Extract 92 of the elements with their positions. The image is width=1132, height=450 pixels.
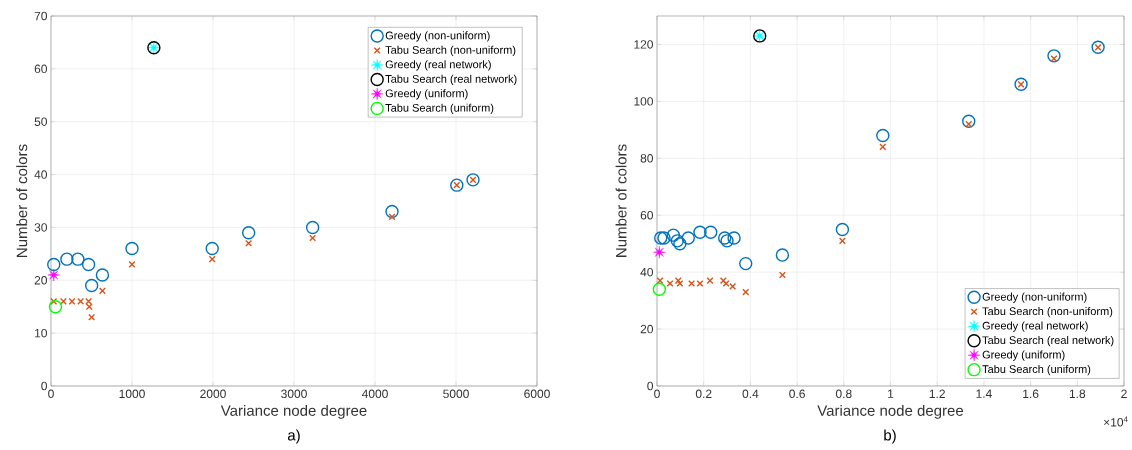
point bbox=[681, 231, 695, 245]
point bbox=[1014, 77, 1028, 92]
point bbox=[241, 226, 256, 240]
point bbox=[876, 128, 890, 143]
point bbox=[693, 225, 707, 240]
x-tick-label: 0.8 bbox=[835, 389, 852, 399]
y-axis-title: Number of colors bbox=[16, 144, 28, 257]
x-tick-label: 2000 bbox=[200, 389, 226, 399]
point bbox=[704, 225, 718, 240]
x-tick-label: 0 bbox=[48, 389, 54, 399]
point bbox=[775, 248, 790, 262]
y-tick-label: 50 bbox=[34, 117, 47, 126]
legend-label: Tabu Search (real network) bbox=[385, 74, 517, 85]
y-tick-label: 40 bbox=[34, 170, 47, 179]
point bbox=[88, 313, 96, 321]
point bbox=[666, 280, 674, 288]
point bbox=[205, 241, 219, 256]
point bbox=[85, 303, 93, 311]
point bbox=[706, 277, 714, 285]
y-tick-label: 0 bbox=[647, 381, 654, 391]
point bbox=[98, 287, 106, 295]
x-tick-label: 4000 bbox=[361, 389, 388, 399]
point bbox=[653, 246, 666, 259]
y-tick-label: 70 bbox=[34, 11, 47, 21]
point bbox=[742, 288, 750, 296]
text: ×10$^{4}$ bbox=[1104, 416, 1128, 427]
point bbox=[245, 239, 253, 247]
point bbox=[309, 234, 317, 242]
legend-label: Greedy (real network) bbox=[982, 321, 1088, 332]
text: a) bbox=[287, 429, 300, 444]
point bbox=[727, 231, 741, 245]
point bbox=[47, 268, 60, 282]
x-tick-label: 2 bbox=[1121, 389, 1127, 398]
x-tick-label: 1000 bbox=[119, 389, 145, 399]
y-tick-label: 80 bbox=[640, 154, 654, 163]
point bbox=[128, 260, 136, 268]
y-tick-label: 20 bbox=[640, 324, 654, 334]
y-tick-label: 20 bbox=[34, 276, 47, 285]
y-tick-label: 40 bbox=[640, 267, 654, 277]
point bbox=[1047, 49, 1061, 63]
legend-label: Tabu Search (uniform) bbox=[385, 103, 494, 114]
text: b) bbox=[884, 429, 896, 444]
x-tick-label: 0.6 bbox=[789, 389, 805, 399]
legend-label: Greedy (non-uniform) bbox=[385, 31, 490, 42]
y-tick-label: 60 bbox=[34, 64, 47, 74]
point bbox=[838, 237, 846, 245]
x-axis-title: Variance node degree bbox=[817, 404, 964, 419]
x-tick-label: 1 bbox=[888, 389, 894, 398]
point bbox=[95, 268, 110, 282]
point bbox=[385, 204, 399, 219]
legend-label: Tabu Search (non-uniform) bbox=[385, 45, 516, 57]
point bbox=[71, 252, 85, 266]
point bbox=[305, 220, 320, 235]
point bbox=[208, 255, 216, 263]
legend-label: Tabu Search (uniform) bbox=[982, 364, 1091, 376]
point bbox=[879, 143, 887, 151]
x-tick-label: 1.8 bbox=[1069, 389, 1086, 399]
point bbox=[60, 252, 74, 266]
point bbox=[388, 213, 396, 221]
legend-label: Greedy (uniform) bbox=[385, 89, 468, 100]
x-tick-label: 1.2 bbox=[929, 389, 945, 398]
y-tick-label: 100 bbox=[634, 97, 654, 106]
point bbox=[739, 256, 753, 271]
point bbox=[666, 228, 681, 242]
point bbox=[81, 257, 96, 272]
point bbox=[652, 282, 667, 296]
y-tick-label: 30 bbox=[34, 223, 47, 232]
point bbox=[962, 114, 976, 128]
x-tick-label: 0.2 bbox=[695, 389, 712, 399]
point bbox=[778, 271, 786, 279]
legend-label: Greedy (non-uniform) bbox=[982, 292, 1087, 303]
point bbox=[84, 278, 99, 293]
x-tick-label: 1.4 bbox=[976, 389, 992, 398]
x-tick-label: 6000 bbox=[524, 389, 550, 399]
y-tick-label: 0 bbox=[41, 381, 48, 391]
x-tick-label: 3000 bbox=[281, 389, 307, 399]
y-tick-label: 60 bbox=[640, 210, 654, 220]
legend-label: Greedy (real network) bbox=[385, 60, 491, 71]
x-axis-title: Variance node degree bbox=[220, 404, 367, 419]
legend-label: Greedy (uniform) bbox=[982, 350, 1065, 361]
y-axis-title: Number of colors bbox=[615, 144, 627, 257]
x-tick-label: 5000 bbox=[443, 389, 469, 399]
legend-label: Tabu Search (non-uniform) bbox=[982, 307, 1113, 318]
point bbox=[835, 222, 850, 237]
point bbox=[48, 300, 63, 314]
x-tick-label: 1.6 bbox=[1023, 389, 1039, 399]
y-tick-label: 10 bbox=[35, 328, 47, 338]
y-tick-label: 120 bbox=[634, 40, 654, 49]
point bbox=[47, 257, 61, 272]
x-tick-label: 0.4 bbox=[742, 389, 759, 399]
point bbox=[125, 241, 139, 256]
legend-label: Tabu Search (real network) bbox=[982, 335, 1114, 347]
